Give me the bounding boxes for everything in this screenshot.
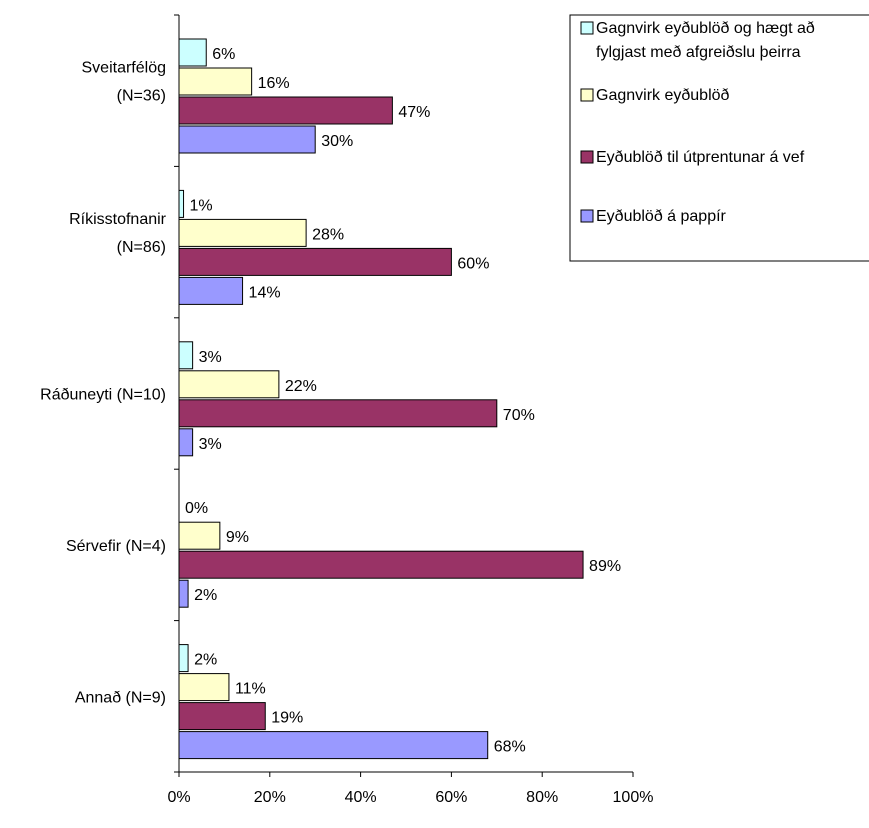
data-label: 14% xyxy=(249,284,281,301)
data-label: 30% xyxy=(321,133,353,150)
category-label: (N=86) xyxy=(117,239,166,256)
bar xyxy=(178,125,316,154)
category-label: Sveitarfélög xyxy=(82,60,167,77)
data-label: 6% xyxy=(212,46,235,63)
data-label: 2% xyxy=(194,587,217,604)
bar xyxy=(178,189,185,218)
legend-label: fylgjast með afgreiðslu þeirra xyxy=(596,44,801,61)
data-label: 19% xyxy=(271,710,303,727)
bar xyxy=(178,218,307,247)
data-label: 60% xyxy=(457,255,489,272)
data-label: 68% xyxy=(494,739,526,756)
bar xyxy=(178,521,221,550)
legend-swatch xyxy=(580,150,594,164)
category-label: Annað (N=9) xyxy=(75,689,166,706)
bar xyxy=(178,579,189,608)
x-tick-label: 100% xyxy=(613,789,654,806)
x-tick-label: 40% xyxy=(345,789,377,806)
data-label: 9% xyxy=(226,529,249,546)
bar xyxy=(178,341,194,370)
bar xyxy=(178,399,498,428)
legend-swatch xyxy=(580,88,594,102)
bar xyxy=(178,96,393,125)
data-label: 47% xyxy=(398,104,430,121)
category-label: Ráðuneyti (N=10) xyxy=(40,387,166,404)
bar xyxy=(178,38,207,67)
legend-label: Eyðublöð til útprentunar á vef xyxy=(596,149,805,166)
x-tick-label: 20% xyxy=(254,789,286,806)
data-label: 1% xyxy=(190,197,213,214)
data-label: 11% xyxy=(235,681,266,698)
bar xyxy=(178,370,280,399)
bar xyxy=(178,428,194,457)
legend-swatch xyxy=(580,209,594,223)
legend-label: Gagnvirk eyðublöð xyxy=(596,87,730,104)
category-label: Sérvefir (N=4) xyxy=(66,538,166,555)
bar xyxy=(178,644,189,673)
x-tick-label: 60% xyxy=(435,789,467,806)
data-label: 22% xyxy=(285,378,317,395)
legend-label: Gagnvirk eyðublöð og hægt að xyxy=(596,20,815,37)
legend-label: Eyðublöð á pappír xyxy=(596,208,727,225)
bar xyxy=(178,731,489,760)
bar xyxy=(178,247,452,276)
category-label: (N=36) xyxy=(117,88,166,105)
data-label: 16% xyxy=(258,75,290,92)
data-label: 3% xyxy=(199,349,222,366)
bar xyxy=(178,673,230,702)
legend-box xyxy=(569,14,869,262)
data-label: 2% xyxy=(194,652,217,669)
data-label: 28% xyxy=(312,226,344,243)
bar xyxy=(178,67,253,96)
data-label: 0% xyxy=(185,500,208,517)
category-label: Ríkisstofnanir xyxy=(69,211,167,228)
data-label: 89% xyxy=(589,558,621,575)
data-label: 70% xyxy=(503,407,535,424)
legend-swatch xyxy=(580,21,594,35)
bar xyxy=(178,550,584,579)
x-tick-label: 0% xyxy=(167,789,190,806)
x-tick-label: 80% xyxy=(526,789,558,806)
bar xyxy=(178,276,244,305)
data-label: 3% xyxy=(199,436,222,453)
bar xyxy=(178,702,266,731)
